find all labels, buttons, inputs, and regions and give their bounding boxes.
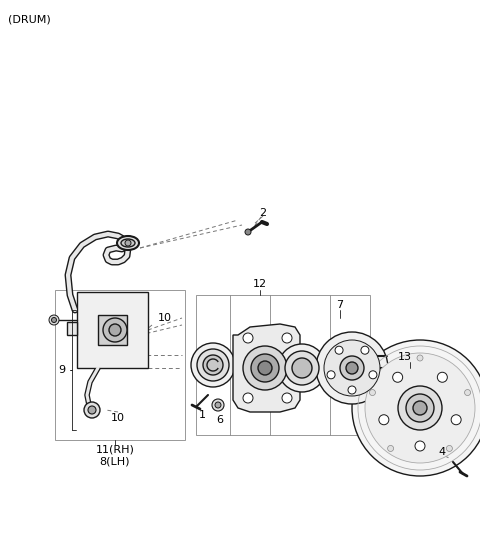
Circle shape [285, 351, 319, 385]
Circle shape [243, 393, 253, 403]
Circle shape [352, 340, 480, 476]
Ellipse shape [121, 239, 135, 247]
Circle shape [316, 332, 388, 404]
Text: 10: 10 [111, 413, 125, 423]
Text: 2: 2 [259, 208, 266, 218]
Text: 10: 10 [158, 313, 172, 323]
Text: 9: 9 [59, 365, 66, 375]
Circle shape [282, 393, 292, 403]
Circle shape [245, 229, 251, 235]
Circle shape [212, 399, 224, 411]
Text: 4: 4 [438, 447, 445, 457]
Circle shape [437, 372, 447, 382]
Circle shape [243, 346, 287, 390]
Circle shape [335, 346, 343, 354]
Circle shape [278, 344, 326, 392]
Circle shape [393, 372, 403, 382]
Text: (DRUM): (DRUM) [8, 14, 51, 24]
Ellipse shape [117, 236, 139, 250]
Text: 11(RH): 11(RH) [96, 445, 134, 455]
Circle shape [379, 415, 389, 425]
Text: 13: 13 [398, 352, 412, 362]
Polygon shape [67, 322, 77, 335]
Circle shape [369, 371, 377, 379]
Circle shape [103, 318, 127, 342]
Circle shape [388, 445, 394, 451]
Circle shape [446, 445, 452, 451]
Text: 6: 6 [216, 415, 224, 425]
Text: 12: 12 [253, 279, 267, 289]
Circle shape [365, 353, 475, 463]
Circle shape [415, 441, 425, 451]
Circle shape [417, 355, 423, 361]
Circle shape [451, 415, 461, 425]
Circle shape [197, 349, 229, 381]
Circle shape [215, 402, 221, 408]
Circle shape [251, 354, 279, 382]
Text: 1: 1 [199, 410, 205, 420]
Circle shape [258, 361, 272, 375]
Circle shape [243, 333, 253, 343]
Circle shape [88, 406, 96, 414]
Circle shape [327, 371, 335, 379]
Circle shape [465, 389, 470, 396]
Circle shape [361, 346, 369, 354]
Circle shape [348, 386, 356, 394]
Circle shape [346, 362, 358, 374]
Polygon shape [98, 315, 127, 345]
Circle shape [292, 358, 312, 378]
Circle shape [398, 386, 442, 430]
Text: 8(LH): 8(LH) [100, 457, 130, 467]
Circle shape [413, 401, 427, 415]
Circle shape [109, 324, 121, 336]
Circle shape [51, 318, 57, 323]
Circle shape [84, 402, 100, 418]
Polygon shape [77, 292, 148, 368]
Circle shape [324, 340, 380, 396]
Circle shape [370, 389, 375, 396]
Circle shape [125, 240, 131, 246]
Circle shape [191, 343, 235, 387]
Circle shape [49, 315, 59, 325]
Circle shape [406, 394, 434, 422]
Circle shape [203, 355, 223, 375]
Text: 7: 7 [336, 300, 344, 310]
Circle shape [282, 333, 292, 343]
Polygon shape [233, 324, 300, 412]
Circle shape [340, 356, 364, 380]
